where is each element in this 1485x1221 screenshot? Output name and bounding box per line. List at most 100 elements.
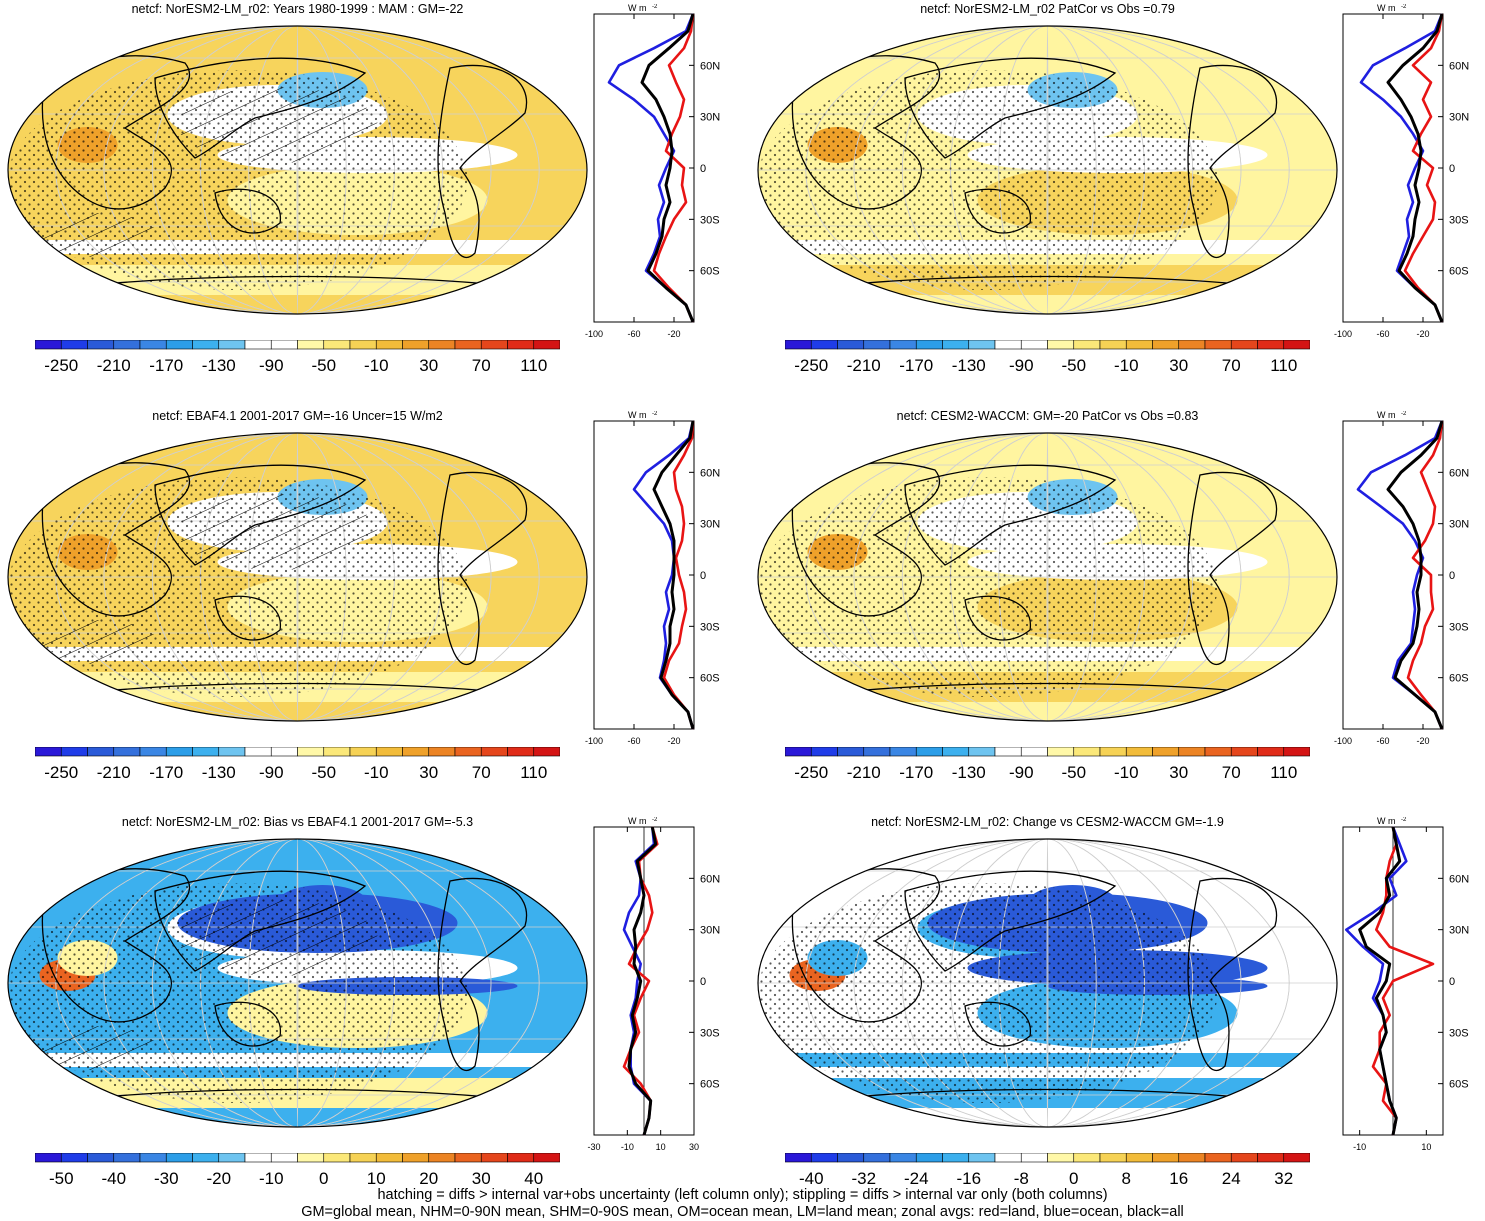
zonal-lat-tick: 0: [1449, 570, 1455, 582]
colorbar: -250-210-170-130-90-50-103070110150: [35, 747, 560, 782]
zonal-unit: W m: [628, 411, 647, 420]
colorbar-label: -130: [952, 356, 986, 375]
colorbar-swatch: [35, 340, 62, 350]
colorbar-label: -50: [1061, 763, 1086, 782]
zonal-lat-tick: 30N: [1449, 519, 1469, 531]
colorbar-swatch: [533, 747, 560, 757]
colorbar-swatch: [1178, 1153, 1206, 1163]
colorbar-swatch: [297, 340, 325, 350]
colorbar-swatch: [323, 340, 351, 350]
panel-title: netcf: NorESM2-LM_r02: Years 1980-1999 :…: [131, 2, 464, 16]
panel-title: netcf: CESM2-WACCM: GM=-20 PatCor vs Obs…: [896, 409, 1199, 423]
zonal-unit-exponent: -2: [652, 411, 658, 417]
zonal-lat-tick: 60N: [700, 873, 720, 885]
colorbar-label: 30: [472, 1169, 491, 1188]
colorbar-label: -50: [311, 356, 336, 375]
colorbar-swatch: [1283, 1153, 1310, 1163]
colorbar-swatch: [297, 1153, 325, 1163]
footer-line-2: GM=global mean, NHM=0-90N mean, SHM=0-90…: [301, 1204, 1184, 1220]
colorbar-swatch: [1283, 340, 1310, 350]
colorbar-swatch: [323, 1153, 351, 1163]
robinson-map: [757, 432, 1338, 722]
zonal-x-tick: -20: [667, 329, 680, 339]
colorbar-swatch: [915, 340, 943, 350]
colorbar-swatch: [1152, 340, 1180, 350]
zonal-unit: W m: [1377, 4, 1396, 13]
colorbar-label: 30: [1169, 356, 1188, 375]
zonal-lat-tick: 30S: [1449, 214, 1469, 226]
zonal-lat-tick: 30N: [700, 519, 720, 531]
colorbar-swatch: [533, 1153, 560, 1163]
colorbar-swatch: [915, 1153, 943, 1163]
colorbar-label: -40: [101, 1169, 126, 1188]
zonal-lat-tick: 0: [700, 976, 706, 988]
colorbar-swatch: [375, 1153, 403, 1163]
colorbar-label: -130: [952, 763, 986, 782]
colorbar-swatch: [1073, 747, 1101, 757]
zonal-unit-exponent: -2: [1401, 411, 1407, 417]
colorbar-swatch: [1257, 1153, 1285, 1163]
zonal-lat-tick: 60N: [700, 467, 720, 479]
colorbar-swatch: [507, 1153, 535, 1163]
colorbar-swatch: [87, 340, 115, 350]
colorbar-swatch: [785, 1153, 812, 1163]
zonal-x-tick: -30: [587, 1142, 600, 1152]
colorbar-swatch: [915, 747, 943, 757]
colorbar-label: -90: [1009, 763, 1034, 782]
colorbar-label: 8: [1122, 1169, 1131, 1188]
colorbar-swatch: [297, 747, 325, 757]
zonal-lat-tick: 30N: [700, 112, 720, 124]
colorbar-swatch: [863, 1153, 891, 1163]
zonal-series-land: [1371, 826, 1435, 1136]
zonal-x-tick: -100: [1334, 329, 1352, 339]
zonal-unit: W m: [628, 817, 647, 826]
zonal-unit-exponent: -2: [1401, 4, 1407, 10]
zonal-series-ocean: [1356, 420, 1444, 730]
colorbar-swatch: [863, 747, 891, 757]
colorbar-swatch: [1178, 747, 1206, 757]
colorbar-swatch: [837, 1153, 865, 1163]
zonal-lat-tick: 0: [700, 570, 706, 582]
colorbar-label: 16: [1169, 1169, 1188, 1188]
zonal-lat-tick: 60N: [1449, 467, 1469, 479]
colorbar-swatch: [1230, 747, 1258, 757]
colorbar-swatch: [192, 1153, 220, 1163]
colorbar-swatch: [968, 747, 996, 757]
zonal-x-tick: -100: [1334, 736, 1352, 746]
colorbar-swatch: [1257, 747, 1285, 757]
robinson-map: [7, 838, 588, 1128]
zonal-mean-plot: W m -2 -100 -60 -20 60N 30N 0 30S 60S: [1334, 411, 1469, 746]
colorbar-swatch: [480, 747, 508, 757]
zonal-series-ocean: [1359, 13, 1444, 323]
zonal-lat-tick: 60S: [1449, 266, 1469, 278]
colorbar-swatch: [837, 340, 865, 350]
colorbar-swatch: [968, 1153, 996, 1163]
colorbar: -250-210-170-130-90-50-103070110150: [785, 340, 1310, 375]
colorbar-label: -250: [44, 356, 78, 375]
colorbar: -50-40-30-20-1001020304050: [35, 1153, 560, 1188]
colorbar-label: -40: [799, 1169, 824, 1188]
colorbar-swatch: [60, 1153, 88, 1163]
zonal-mean-plot: W m -2 -100 -60 -20 60N 30N 0 30S 60S: [1334, 4, 1469, 339]
colorbar-label: -210: [97, 356, 131, 375]
colorbar-swatch: [1257, 340, 1285, 350]
colorbar-label: 24: [1222, 1169, 1241, 1188]
colorbar-label: -32: [851, 1169, 876, 1188]
colorbar-swatch: [113, 340, 141, 350]
colorbar-swatch: [1099, 1153, 1127, 1163]
colorbar-label: 110: [520, 356, 547, 375]
zonal-unit: W m: [628, 4, 647, 13]
colorbar-swatch: [60, 747, 88, 757]
colorbar-label: 30: [419, 763, 438, 782]
colorbar-swatch: [244, 747, 272, 757]
panel-title: netcf: NorESM2-LM_r02 PatCor vs Obs =0.7…: [920, 2, 1175, 16]
colorbar-label: 20: [419, 1169, 438, 1188]
zonal-series-all: [1386, 13, 1444, 323]
robinson-map: [7, 432, 588, 722]
colorbar-label: -90: [259, 356, 284, 375]
panel-title: netcf: NorESM2-LM_r02: Bias vs EBAF4.1 2…: [121, 815, 474, 829]
colorbar-label: 0: [1069, 1169, 1078, 1188]
colorbar-swatch: [428, 1153, 456, 1163]
footer-line-1: hatching = diffs > internal var+obs unce…: [377, 1187, 1108, 1203]
panel-title: netcf: EBAF4.1 2001-2017 GM=-16 Uncer=15…: [152, 409, 443, 423]
